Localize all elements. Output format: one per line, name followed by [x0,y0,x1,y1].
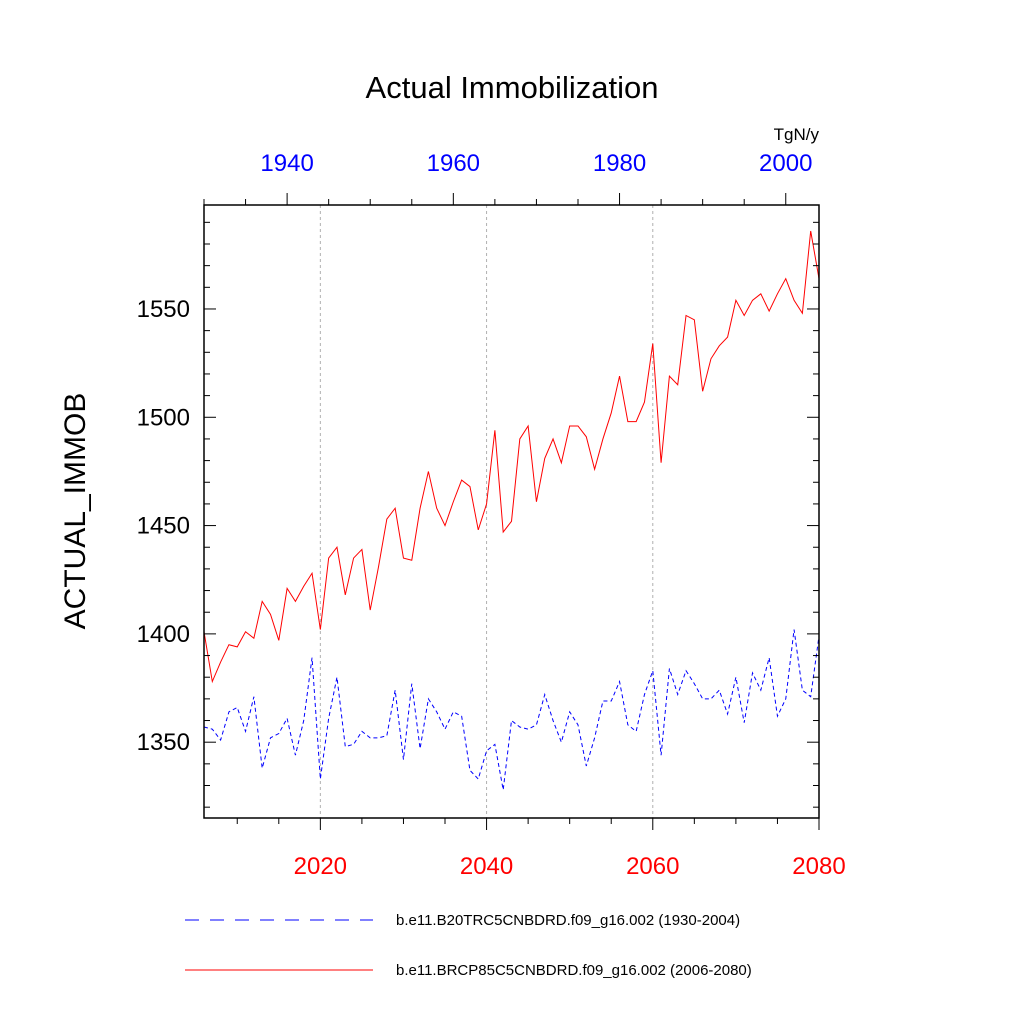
x-bottom-tick-label: 2080 [792,853,845,880]
x-bottom-tick-label: 2040 [460,853,513,880]
legend-label-historical: b.e11.B20TRC5CNBDRD.f09_g16.002 (1930-20… [396,912,740,929]
y-tick-label: 1550 [137,296,190,323]
y-tick-label: 1350 [137,729,190,756]
axis-ticks [203,193,820,830]
plot-frame [203,204,820,819]
x-top-tick-label: 1940 [260,150,313,177]
grid-lines [319,205,654,818]
x-top-tick-label: 1960 [427,150,480,177]
legend-label-rcp85: b.e11.BRCP85C5CNBDRD.f09_g16.002 (2006-2… [396,962,752,979]
legend: b.e11.B20TRC5CNBDRD.f09_g16.002 (1930-20… [185,912,752,979]
x-bottom-tick-label: 2020 [294,853,347,880]
series-rcp85-line [203,230,820,684]
y-tick-label: 1450 [137,513,190,540]
x-top-tick-label: 2000 [759,150,812,177]
x-top-tick-label: 1980 [593,150,646,177]
y-tick-label: 1500 [137,404,190,431]
x-bottom-tick-label: 2060 [626,853,679,880]
y-tick-label: 1400 [137,621,190,648]
y-axis-label: ACTUAL_IMMOB [59,393,92,630]
series-historical-line [203,629,820,790]
units-label: TgN/y [774,125,820,144]
chart-title: Actual Immobilization [366,70,659,105]
